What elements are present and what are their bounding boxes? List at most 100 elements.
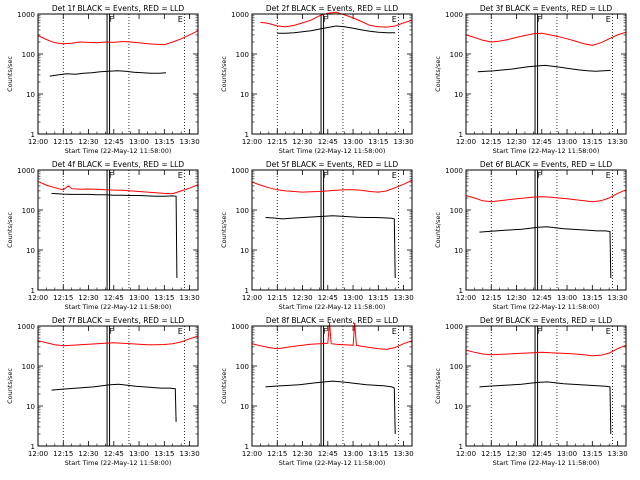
y-tick-label: 100 bbox=[22, 51, 35, 59]
x-tick-label: 12:30 bbox=[78, 138, 98, 146]
plot-frame bbox=[37, 169, 199, 291]
chart-panel: Det 1f BLACK = Events, RED = LLD Counts/s… bbox=[6, 4, 200, 155]
plot-frame bbox=[251, 13, 413, 135]
events-series-line bbox=[51, 192, 178, 279]
x-tick-label: 13:30 bbox=[607, 450, 627, 458]
y-tick-label: 100 bbox=[450, 207, 463, 215]
events-series-line bbox=[277, 25, 396, 34]
chart-title: Det 6f BLACK = Events, RED = LLD bbox=[480, 160, 613, 169]
x-tick-label: 12:15 bbox=[481, 294, 501, 302]
lld-series-line bbox=[251, 322, 413, 350]
lld-series-line bbox=[465, 31, 627, 46]
events-series-line bbox=[477, 64, 611, 73]
y-tick-label: 100 bbox=[22, 207, 35, 215]
marker-label-e: E bbox=[392, 171, 397, 180]
chart-title: Det 2f BLACK = Events, RED = LLD bbox=[266, 4, 399, 13]
chart-title: Det 1f BLACK = Events, RED = LLD bbox=[52, 4, 185, 13]
lld-series-line bbox=[251, 179, 413, 193]
y-tick-label: 10 bbox=[454, 247, 463, 255]
chart-title: Det 7f BLACK = Events, RED = LLD bbox=[52, 316, 185, 325]
marker-label-e: E bbox=[392, 15, 397, 24]
marker-label-f: F bbox=[109, 15, 114, 24]
x-tick-label: 13:00 bbox=[557, 450, 577, 458]
x-tick-label: 12:45 bbox=[104, 450, 124, 458]
x-axis-title: Start Time (22-May-12 11:58:00) bbox=[65, 303, 172, 311]
x-tick-label: 12:30 bbox=[506, 294, 526, 302]
x-tick-label: 12:30 bbox=[506, 138, 526, 146]
y-tick-label: 1000 bbox=[231, 167, 249, 175]
events-series-line bbox=[479, 226, 612, 279]
events-series-line bbox=[51, 383, 177, 422]
y-axis-title: Counts/sec bbox=[6, 368, 14, 404]
x-tick-label: 12:00 bbox=[242, 138, 262, 146]
events-series-line bbox=[479, 381, 612, 435]
y-tick-label: 1 bbox=[459, 287, 463, 295]
x-tick-label: 13:00 bbox=[129, 450, 149, 458]
y-tick-label: 1 bbox=[31, 443, 35, 451]
y-tick-label: 10 bbox=[240, 403, 249, 411]
chart-panel: Det 5f BLACK = Events, RED = LLD Counts/s… bbox=[220, 160, 414, 311]
lld-series-line bbox=[37, 30, 199, 46]
y-tick-label: 1000 bbox=[445, 323, 463, 331]
marker-label-e: E bbox=[178, 171, 183, 180]
chart-panel: Det 3f BLACK = Events, RED = LLD Counts/s… bbox=[434, 4, 628, 155]
x-axis-title: Start Time (22-May-12 11:58:00) bbox=[493, 459, 600, 467]
y-tick-label: 1 bbox=[31, 287, 35, 295]
x-axis-title: Start Time (22-May-12 11:58:00) bbox=[65, 147, 172, 155]
plot-frame bbox=[465, 13, 627, 135]
x-tick-label: 12:00 bbox=[28, 450, 48, 458]
x-tick-label: 12:00 bbox=[28, 294, 48, 302]
x-tick-label: 13:00 bbox=[557, 138, 577, 146]
chart-panel: Det 7f BLACK = Events, RED = LLD Counts/s… bbox=[6, 316, 200, 467]
y-tick-label: 10 bbox=[26, 403, 35, 411]
y-tick-label: 1 bbox=[31, 131, 35, 139]
lld-series-line bbox=[260, 11, 413, 28]
x-tick-label: 13:15 bbox=[154, 294, 174, 302]
x-tick-label: 12:45 bbox=[532, 294, 552, 302]
y-tick-label: 100 bbox=[236, 51, 249, 59]
x-tick-label: 13:15 bbox=[154, 450, 174, 458]
marker-label-f: F bbox=[537, 327, 542, 336]
lld-series-line bbox=[37, 180, 199, 195]
chart-panel: Det 9f BLACK = Events, RED = LLD Counts/s… bbox=[434, 316, 628, 467]
x-tick-label: 12:45 bbox=[104, 138, 124, 146]
y-axis-title: Counts/sec bbox=[434, 212, 442, 248]
chart-panel: Det 6f BLACK = Events, RED = LLD Counts/s… bbox=[434, 160, 628, 311]
x-axis-title: Start Time (22-May-12 11:58:00) bbox=[279, 147, 386, 155]
x-tick-label: 13:00 bbox=[129, 138, 149, 146]
marker-label-e: E bbox=[606, 327, 611, 336]
plot-frame bbox=[251, 169, 413, 291]
x-axis-title: Start Time (22-May-12 11:58:00) bbox=[279, 303, 386, 311]
y-tick-label: 10 bbox=[26, 91, 35, 99]
x-tick-label: 12:15 bbox=[481, 450, 501, 458]
chart-title: Det 9f BLACK = Events, RED = LLD bbox=[480, 316, 613, 325]
x-tick-label: 12:45 bbox=[318, 450, 338, 458]
x-tick-label: 12:45 bbox=[318, 294, 338, 302]
lld-series-line bbox=[37, 335, 199, 347]
x-tick-label: 12:00 bbox=[456, 450, 476, 458]
y-tick-label: 100 bbox=[236, 207, 249, 215]
y-tick-label: 1 bbox=[245, 287, 249, 295]
x-tick-label: 13:15 bbox=[582, 450, 602, 458]
x-tick-label: 13:15 bbox=[582, 138, 602, 146]
lld-series-line bbox=[465, 344, 627, 357]
y-tick-label: 10 bbox=[454, 403, 463, 411]
marker-label-e: E bbox=[392, 327, 397, 336]
y-tick-label: 1000 bbox=[445, 167, 463, 175]
y-tick-label: 1 bbox=[459, 443, 463, 451]
x-tick-label: 13:15 bbox=[368, 138, 388, 146]
y-tick-label: 100 bbox=[236, 363, 249, 371]
x-tick-label: 12:15 bbox=[481, 138, 501, 146]
x-tick-label: 12:30 bbox=[78, 294, 98, 302]
plot-frame bbox=[465, 325, 627, 447]
chart-panel: Det 2f BLACK = Events, RED = LLD Counts/s… bbox=[220, 4, 414, 155]
marker-label-f: F bbox=[109, 171, 114, 180]
y-tick-label: 10 bbox=[454, 91, 463, 99]
marker-label-f: F bbox=[109, 327, 114, 336]
x-tick-label: 13:30 bbox=[179, 294, 199, 302]
chart-title: Det 4f BLACK = Events, RED = LLD bbox=[52, 160, 185, 169]
x-tick-label: 13:00 bbox=[129, 294, 149, 302]
chart-title: Det 8f BLACK = Events, RED = LLD bbox=[266, 316, 399, 325]
marker-label-e: E bbox=[606, 15, 611, 24]
